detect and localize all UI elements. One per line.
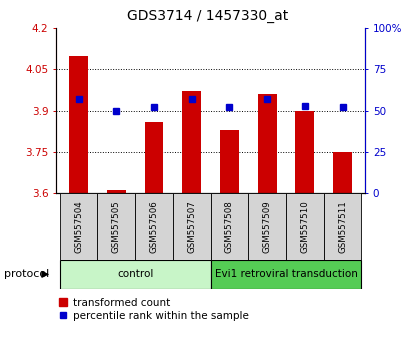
- Text: GSM557509: GSM557509: [263, 200, 272, 253]
- Bar: [135, 193, 173, 260]
- Bar: [211, 193, 248, 260]
- Text: GSM557506: GSM557506: [149, 200, 159, 253]
- Bar: [248, 193, 286, 260]
- Text: GDS3714 / 1457330_at: GDS3714 / 1457330_at: [127, 9, 288, 23]
- Bar: [173, 193, 211, 260]
- Bar: [60, 193, 98, 260]
- Text: GSM557504: GSM557504: [74, 200, 83, 253]
- Bar: [107, 190, 126, 193]
- Text: protocol: protocol: [4, 269, 49, 279]
- Text: control: control: [117, 269, 154, 279]
- Bar: [220, 130, 239, 193]
- Legend: transformed count, percentile rank within the sample: transformed count, percentile rank withi…: [57, 296, 251, 323]
- Bar: [60, 260, 210, 289]
- Text: GSM557510: GSM557510: [300, 200, 309, 253]
- Bar: [333, 152, 352, 193]
- Text: Evi1 retroviral transduction: Evi1 retroviral transduction: [215, 269, 357, 279]
- Text: GSM557511: GSM557511: [338, 200, 347, 253]
- Bar: [324, 193, 361, 260]
- Bar: [295, 111, 314, 193]
- Bar: [258, 94, 276, 193]
- Bar: [286, 193, 324, 260]
- Text: GSM557505: GSM557505: [112, 200, 121, 253]
- Bar: [98, 193, 135, 260]
- Text: GSM557507: GSM557507: [187, 200, 196, 253]
- Bar: [211, 260, 361, 289]
- Text: GSM557508: GSM557508: [225, 200, 234, 253]
- Bar: [69, 56, 88, 193]
- Bar: [182, 91, 201, 193]
- Bar: [145, 122, 164, 193]
